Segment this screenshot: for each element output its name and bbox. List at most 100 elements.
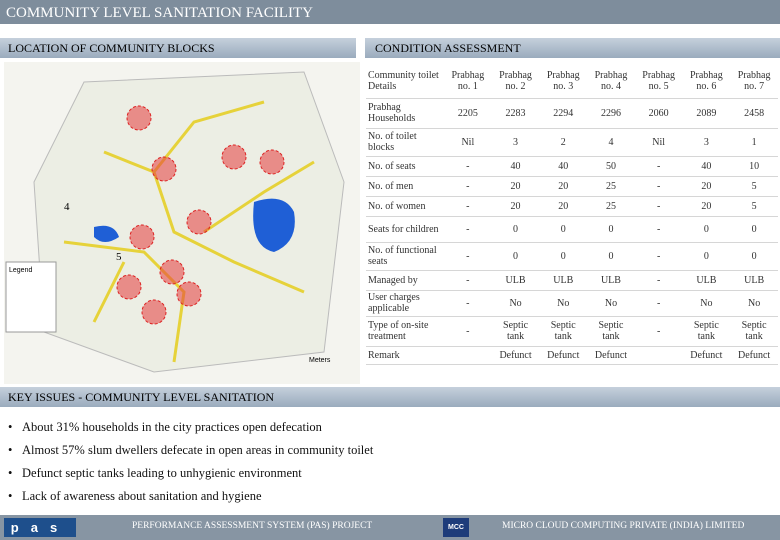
table-cell: Prabhag Households [366,98,444,129]
table-cell: 40 [539,156,588,177]
table-cell: 0 [730,242,778,271]
table-cell: Defunct [491,346,540,365]
table-cell: 2089 [682,98,731,129]
table-row: No. of seats -40 40 50-40 10 [366,156,778,177]
table-cell: 25 [587,176,635,197]
table-cell: 2294 [539,98,588,129]
table-cell: 40 [682,156,731,177]
table-cell: - [444,196,492,217]
table-row: Seats for children -0 0 0-0 0 [366,216,778,243]
table-cell: 3 [491,128,540,157]
table-cell: Septic tank [539,316,588,347]
bullet-item: About 31% households in the city practic… [8,420,322,434]
table-row: Community toilet Details Prabhag no. 1 Pra… [366,64,778,99]
pond [94,225,119,242]
table-cell: ULB [730,270,778,291]
table-cell: Septic tank [730,316,778,347]
table-cell: - [634,242,683,271]
bullet-item: Lack of awareness about sanitation and h… [8,489,262,503]
toilet-blocks [116,105,285,325]
table-cell: - [444,216,492,243]
table-cell: Septic tank [587,316,635,347]
table-row: No. of men -20 20 25-20 5 [366,176,778,197]
table-cell: No [730,290,778,317]
table-cell: Prabhag no. 5 [634,64,683,99]
table-cell: ULB [682,270,731,291]
table-cell [444,346,492,365]
bullet: • [8,443,13,457]
table-cell: 1 [730,128,778,157]
table-cell: No [587,290,635,317]
table-cell: ULB [491,270,540,291]
table-cell: Defunct [539,346,588,365]
footer: pas PERFORMANCE ASSESSMENT SYSTEM (PAS) … [0,515,780,540]
table-cell [634,346,683,365]
table-row: Prabhag Households 2205 2283 2294 2296 2060 20… [366,98,778,129]
table-cell: Septic tank [682,316,731,347]
table-cell: Prabhag no. 3 [539,64,588,99]
table-cell: - [634,176,683,197]
table-cell: No. of functional seats [366,242,444,271]
table-cell: - [634,196,683,217]
table-row: Type of on-site treatment - Septic tank Sep… [366,316,778,347]
table-cell: 10 [730,156,778,177]
table-cell: 20 [539,196,588,217]
map: 4 5 Legend Meters [4,62,360,384]
table-cell: 5 [730,176,778,197]
table-cell: Type of on-site treatment [366,316,444,347]
table-cell: Prabhag no. 1 [444,64,492,99]
table-cell: - [634,270,683,291]
table-cell: Remark [366,346,444,365]
footer-text: MICRO CLOUD COMPUTING PRIVATE (INDIA) LI… [502,521,745,531]
table-cell: Managed by [366,270,444,291]
map-label: 4 [64,201,70,213]
table-cell: Nil [634,128,683,157]
slide-title: COMMUNITY LEVEL SANITATION FACILITY [0,0,780,24]
table-cell: 3 [682,128,731,157]
table-row: No. of functional seats -0 0 0-0 0 [366,242,778,271]
bullet: • [8,466,13,480]
table-cell: 5 [730,196,778,217]
table-cell: 4 [587,128,635,157]
table-cell: 2060 [634,98,683,129]
table-cell: No. of toilet blocks [366,128,444,157]
table-cell: ULB [587,270,635,291]
table-cell: No. of women [366,196,444,217]
bullet-item: Almost 57% slum dwellers defecate in ope… [8,443,374,457]
table-row: No. of women -20 20 25-20 5 [366,196,778,217]
table-cell: - [444,290,492,317]
table-cell: - [634,316,683,347]
lake [253,198,295,252]
table-cell: 20 [539,176,588,197]
table-row: Managed by - ULB ULB ULB - ULB ULB [366,270,778,291]
mcc-logo: MCC [443,518,469,537]
table-cell: - [444,270,492,291]
table-cell: No. of men [366,176,444,197]
logo: pas [4,518,76,537]
table-row: No. of toilet blocks Nil 3 2 4 Nil 3 1 [366,128,778,157]
table-cell: 0 [682,216,731,243]
table-cell: 2205 [444,98,492,129]
assessment-table: Community toilet Details Prabhag no. 1 Pra… [366,64,778,365]
table-cell: 2458 [730,98,778,129]
table-cell: 0 [587,216,635,243]
table-cell: - [634,216,683,243]
table-cell: 20 [682,176,731,197]
table-cell: Prabhag no. 7 [730,64,778,99]
table-row: User charges applicable - No No No - No No [366,290,778,317]
table-cell: 0 [730,216,778,243]
table-cell: 25 [587,196,635,217]
table-cell: No [682,290,731,317]
table-cell: 2283 [491,98,540,129]
table-row: Remark Defunct Defunct Defunct Defunct Defunc… [366,346,778,365]
table-cell: 0 [539,216,588,243]
bullet-item: Defunct septic tanks leading to unhygien… [8,466,302,480]
table-cell: 50 [587,156,635,177]
table-cell: No [491,290,540,317]
table-cell: 20 [682,196,731,217]
table-cell: 20 [491,196,540,217]
table-cell: 0 [491,242,540,271]
table-cell: - [634,156,683,177]
section-header: CONDITION ASSESSMENT [365,38,780,58]
table-cell: Prabhag no. 6 [682,64,731,99]
